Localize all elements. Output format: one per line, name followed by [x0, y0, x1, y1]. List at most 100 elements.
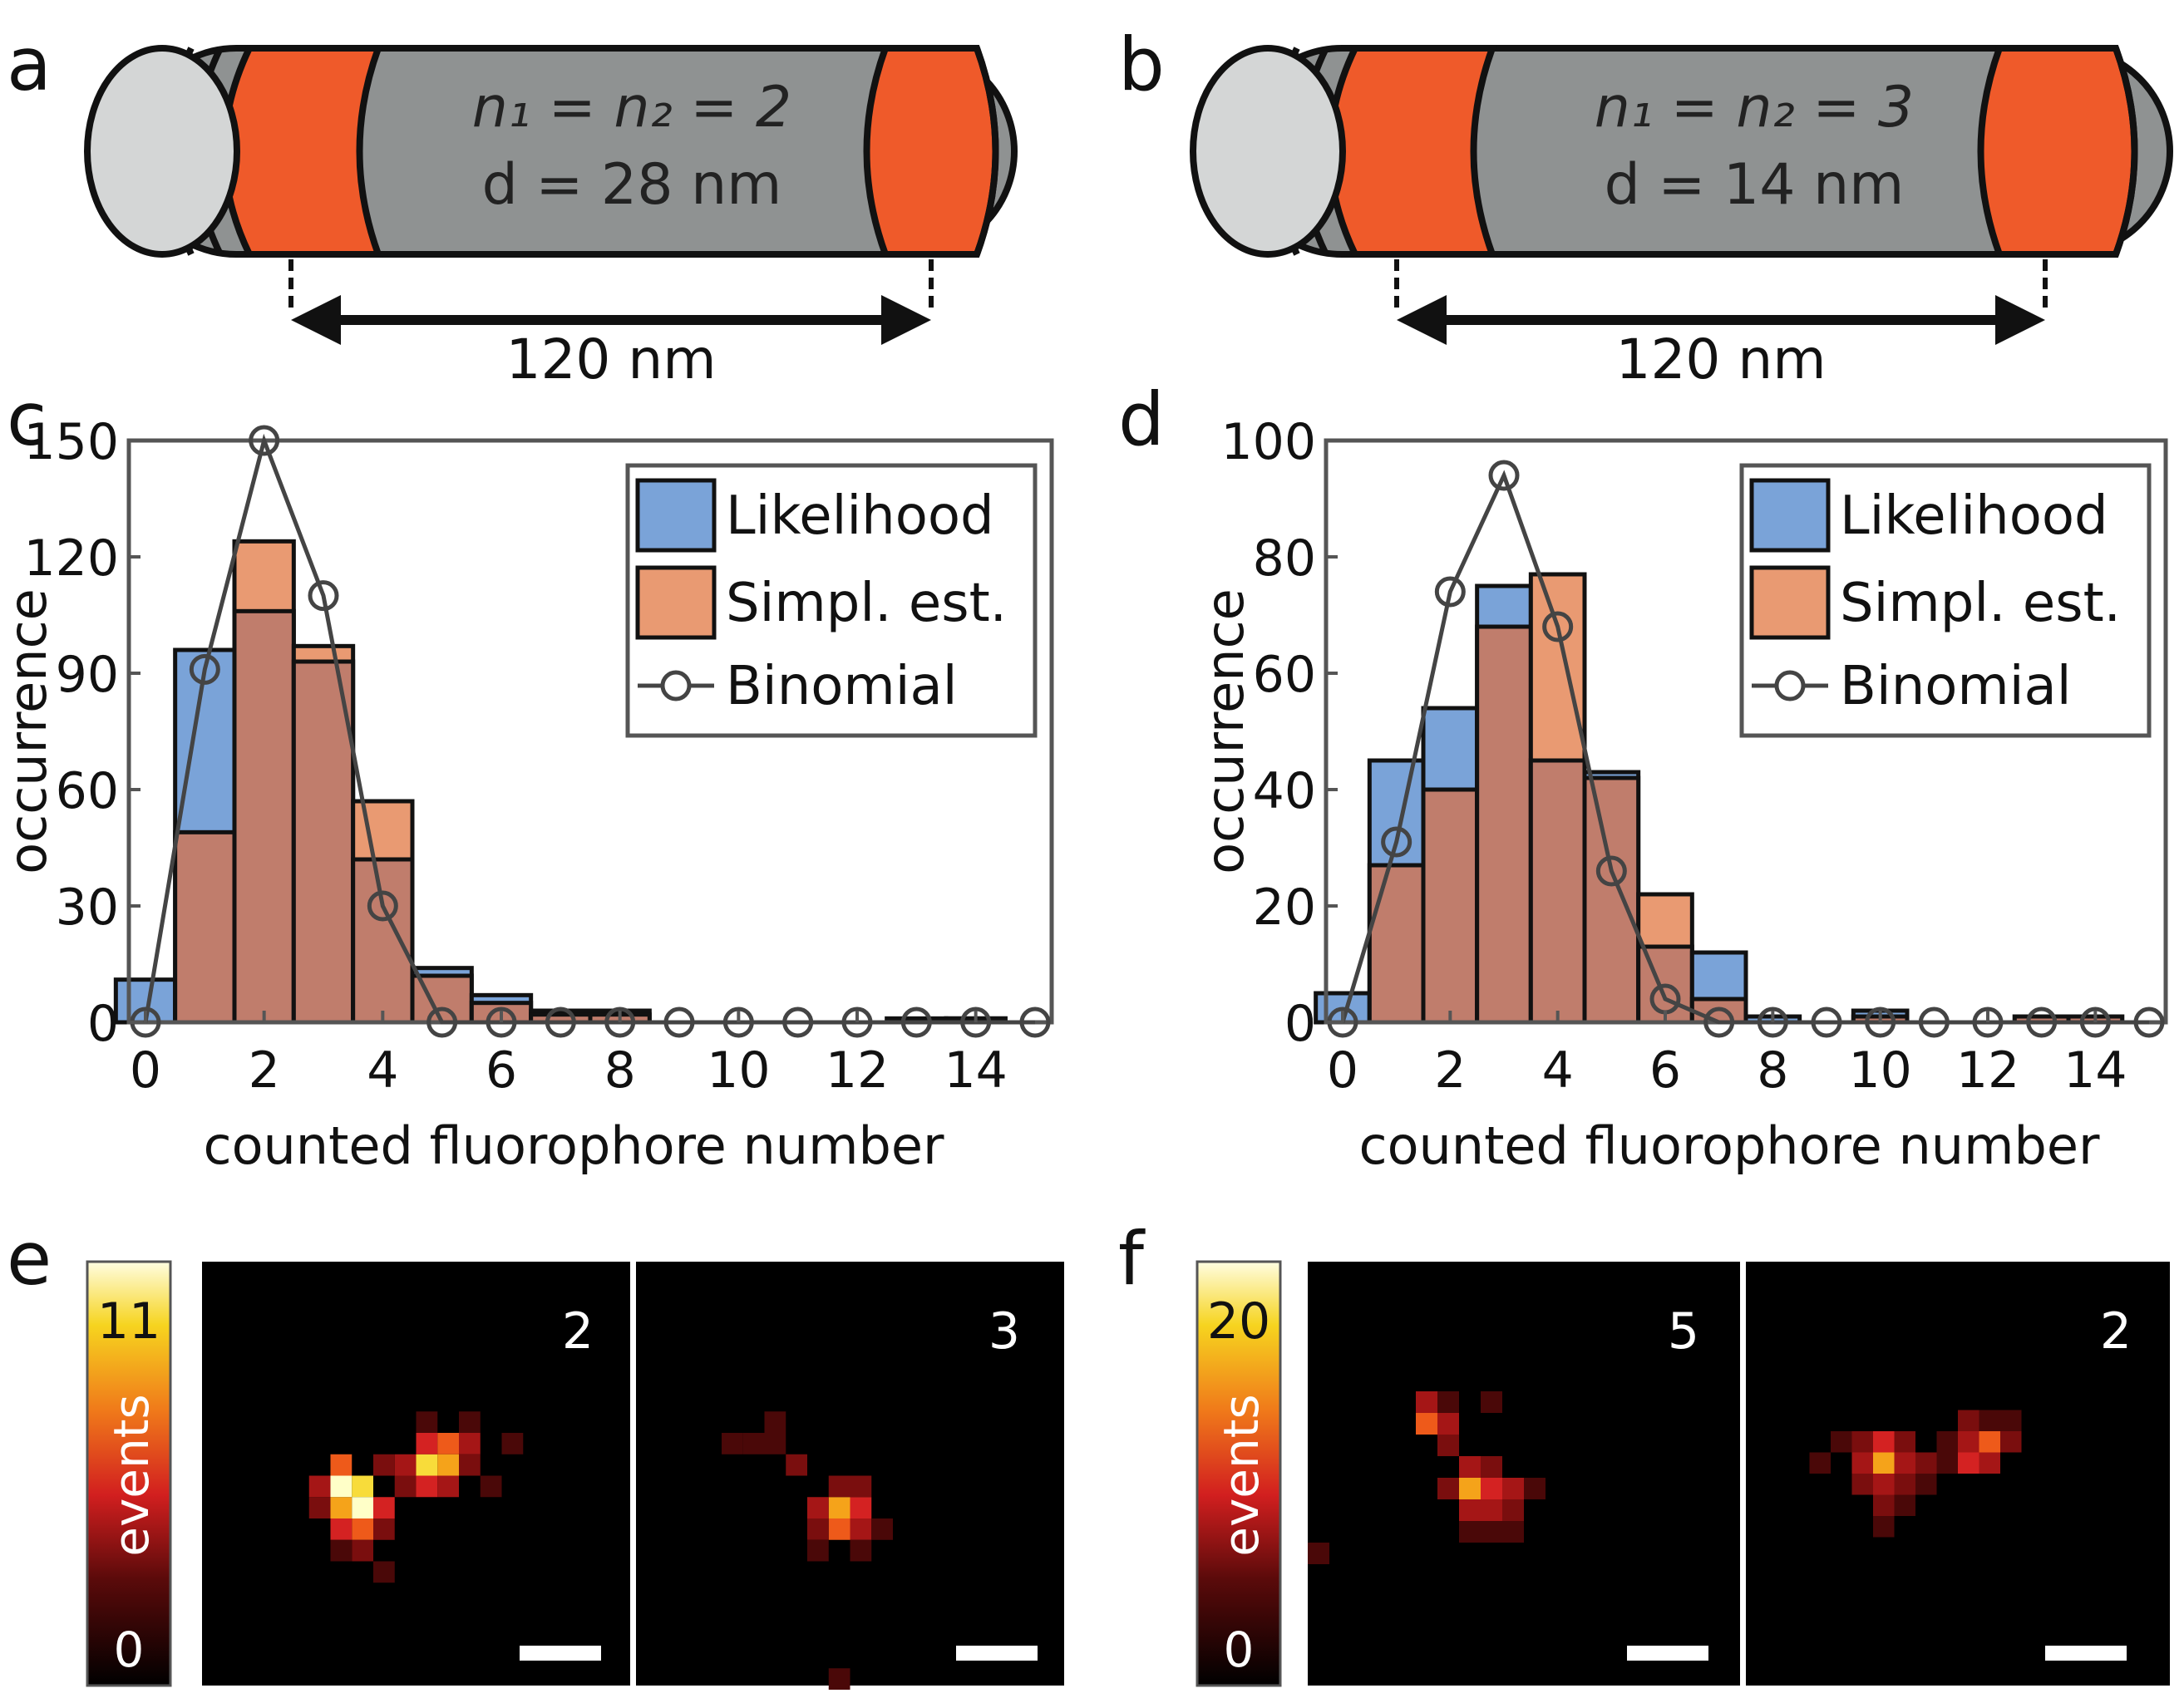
localization-image-e1: 2	[202, 1262, 630, 1686]
label-distance: d = 28 nm	[482, 152, 782, 218]
x-tick-label: 0	[1327, 1041, 1358, 1100]
pixel	[1958, 1431, 1979, 1453]
panel-b: b n₁ = n₂ = 3 d = 14 nm 120 nm	[1118, 22, 2173, 391]
pixel	[437, 1454, 459, 1476]
pixel	[330, 1518, 352, 1540]
y-tick-label: 40	[1253, 762, 1316, 820]
legend-label: Likelihood	[1840, 485, 2108, 547]
localization-image-f2: 2	[1746, 1262, 2170, 1686]
y-tick-label: 60	[1253, 646, 1316, 704]
panel-a: a n₁ = n₂ = 2 d = 28 nm 120 nm	[7, 22, 1018, 391]
pixel	[1979, 1410, 2000, 1431]
bar-overlap-2	[1421, 787, 1480, 1025]
y-tick-label: 0	[1284, 995, 1316, 1053]
pixel	[308, 1475, 331, 1498]
pixel	[2000, 1410, 2022, 1431]
pixel	[1437, 1391, 1459, 1413]
panel-letter-e: e	[7, 1216, 52, 1302]
panel-letter-c: c	[7, 377, 47, 462]
label-n-values: n₁ = n₂ = 2	[472, 75, 791, 140]
y-tick-label: 150	[23, 413, 119, 471]
panel-letter-d: d	[1118, 377, 1165, 462]
pixel	[828, 1668, 850, 1690]
pixel	[1979, 1452, 2000, 1474]
dimension-label: 120 nm	[1615, 327, 1826, 391]
pixel	[373, 1561, 395, 1583]
legend-label: Likelihood	[726, 485, 994, 547]
panel-f: f 20 0 events 5 2	[1118, 1216, 2170, 1687]
binomial-point-1	[189, 653, 220, 685]
fluorophore-band-right	[863, 45, 999, 258]
binomial-point-8	[604, 1007, 636, 1038]
pixel	[352, 1475, 373, 1498]
binomial-point-15	[1019, 1007, 1051, 1038]
pixel	[308, 1497, 331, 1518]
dimension-label: 120 nm	[505, 327, 716, 391]
y-tick-label: 80	[1253, 529, 1316, 588]
binomial-point-13	[2026, 1007, 2058, 1038]
binomial-point-10	[722, 1007, 754, 1038]
colorbar-max-label: 20	[1207, 1292, 1270, 1351]
pixel	[1894, 1494, 1915, 1516]
pixel	[416, 1454, 438, 1476]
pixel	[437, 1433, 459, 1454]
colorbar-e: 11 0 events	[86, 1260, 172, 1687]
binomial-point-4	[367, 890, 398, 922]
binomial-point-7	[1703, 1007, 1735, 1038]
bar-overlap-2	[232, 608, 296, 1025]
pixel	[330, 1454, 352, 1476]
pixel	[352, 1518, 373, 1540]
binomial-point-13	[900, 1007, 932, 1038]
pixel	[850, 1539, 872, 1562]
image-background	[1308, 1262, 1740, 1686]
pixel	[1894, 1452, 1915, 1474]
x-tick-label: 4	[1542, 1041, 1574, 1100]
x-tick-label: 4	[367, 1041, 398, 1100]
binomial-point-1	[1381, 826, 1412, 858]
pixel	[1851, 1474, 1873, 1495]
pixel	[1873, 1431, 1895, 1453]
x-tick-label: 12	[1956, 1041, 2019, 1100]
legend-label: Binomial	[1840, 656, 2072, 717]
pixel	[1481, 1391, 1502, 1413]
bar-overlap-4	[1528, 758, 1587, 1025]
pixel	[1958, 1410, 1979, 1431]
y-tick-label: 60	[56, 762, 119, 820]
x-tick-label: 6	[1649, 1041, 1681, 1100]
pixel	[373, 1497, 395, 1518]
binomial-point-11	[1918, 1007, 1950, 1038]
x-tick-label: 14	[2063, 1041, 2127, 1100]
label-distance: d = 14 nm	[1605, 152, 1905, 218]
y-tick-label: 90	[56, 646, 119, 704]
pixel	[1416, 1391, 1437, 1413]
y-axis-label: occurrence	[0, 588, 58, 874]
pixel	[1873, 1494, 1895, 1516]
scale-bar	[2045, 1646, 2127, 1661]
pixel	[330, 1539, 352, 1562]
pixel	[394, 1475, 417, 1498]
binomial-point-12	[841, 1007, 873, 1038]
pixel	[459, 1411, 481, 1433]
image-count-label: 2	[2100, 1302, 2132, 1361]
pixel	[352, 1539, 373, 1562]
binomial-point-14	[2079, 1007, 2111, 1038]
pixel	[373, 1518, 395, 1540]
x-axis-label: counted fluorophore number	[1358, 1115, 2100, 1176]
legend-swatch-simpl-est	[635, 565, 717, 640]
binomial-point-6	[486, 1007, 517, 1038]
pixel	[1459, 1499, 1481, 1521]
x-tick-label: 14	[944, 1041, 1007, 1100]
binomial-point-3	[1488, 460, 1520, 491]
pixel	[807, 1497, 829, 1518]
pixel	[1481, 1521, 1502, 1543]
colorbar-min-label: 0	[114, 1622, 145, 1678]
pixel	[1915, 1452, 1937, 1474]
pixel	[1979, 1431, 2000, 1453]
pixel	[1873, 1474, 1895, 1495]
rod-end-cap	[1190, 45, 1346, 258]
x-tick-label: 2	[1434, 1041, 1466, 1100]
binomial-point-5	[1595, 855, 1627, 887]
pixel	[1502, 1521, 1524, 1543]
